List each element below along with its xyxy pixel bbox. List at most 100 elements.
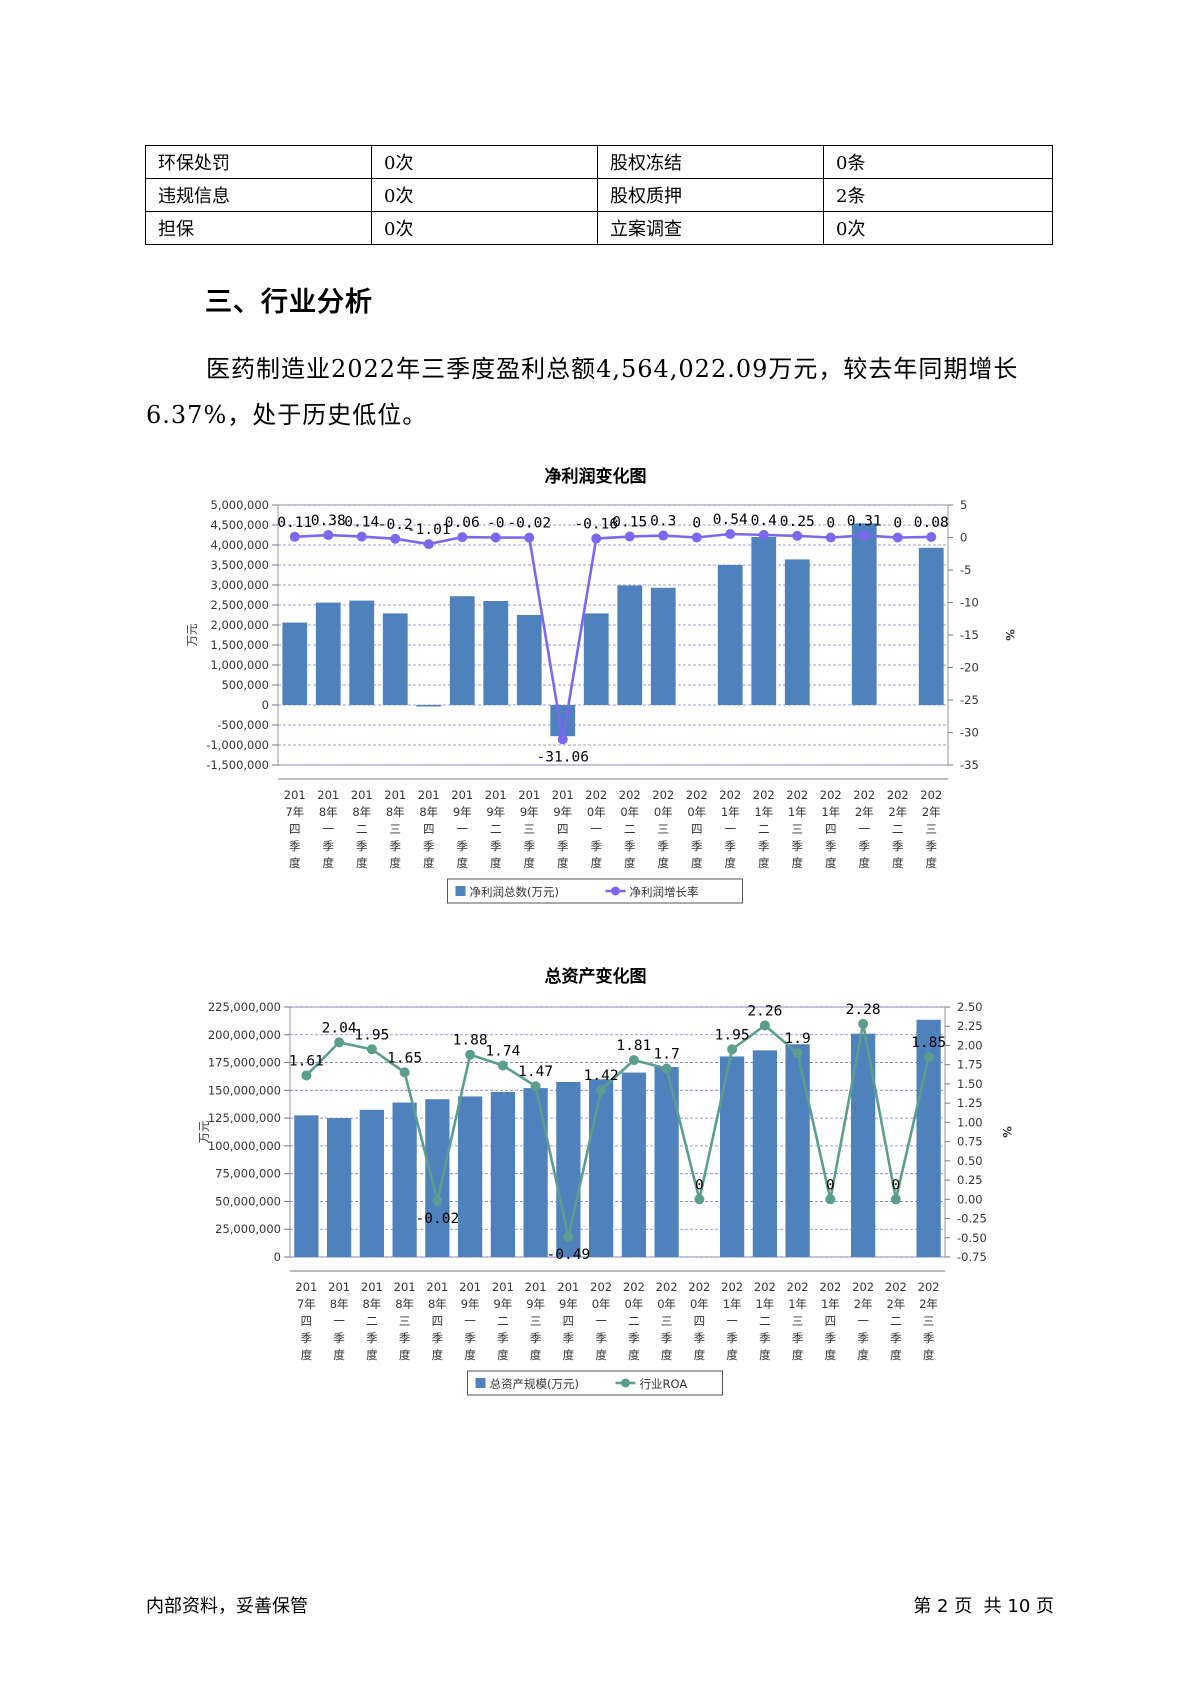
x-tick-label: 季 (524, 839, 536, 853)
bar (556, 1082, 581, 1257)
x-tick-label: 三 (658, 822, 670, 836)
x-tick-label: 201 (552, 788, 574, 802)
x-tick-label: 201 (518, 788, 540, 802)
x-tick-label: 度 (759, 1348, 771, 1362)
x-tick-label: 一 (323, 822, 335, 836)
y-tick-label: -500,000 (217, 718, 269, 732)
x-tick-label: 季 (923, 1331, 935, 1345)
y-axis-title: 万元 (197, 1120, 211, 1143)
x-tick-label: 季 (457, 839, 469, 853)
data-label: 0.11 (277, 515, 312, 531)
line-point (524, 532, 535, 543)
x-tick-label: 一 (591, 822, 603, 836)
data-label: 2.04 (322, 1020, 357, 1036)
x-tick-label: 1年 (821, 805, 840, 819)
bar (621, 1072, 646, 1257)
y-tick-label: 175,000,000 (208, 1056, 281, 1070)
x-tick-label: 202 (652, 788, 674, 802)
data-label: 0.4 (751, 513, 777, 529)
data-label: -0 (487, 516, 504, 532)
x-tick-label: 季 (691, 839, 703, 853)
line-point (323, 530, 334, 541)
x-tick-label: 季 (694, 1331, 706, 1345)
y-tick-label: 25,000,000 (215, 1222, 281, 1236)
x-tick-label: 201 (451, 788, 473, 802)
y2-tick-label: 1.25 (957, 1096, 983, 1110)
x-tick-label: 0年 (587, 805, 606, 819)
data-label: -0.2 (378, 517, 413, 533)
data-label: 1.47 (518, 1064, 553, 1080)
x-tick-label: 三 (926, 822, 938, 836)
x-tick-label: 201 (317, 788, 339, 802)
x-tick-label: 1年 (788, 805, 807, 819)
net-profit-chart: 5,000,000 4,500,000 4,000,000 3,500,000 3,00… (185, 498, 1017, 904)
data-label: 0.08 (914, 515, 949, 531)
bar (483, 601, 509, 705)
x-tick-label: 0年 (690, 1297, 709, 1311)
x-tick-label: 202 (820, 788, 842, 802)
y2-tick-label: -25 (960, 693, 979, 707)
bar (392, 1102, 417, 1257)
table-cell: 环保处罚 (145, 145, 372, 179)
x-tick-label: 2年 (888, 805, 907, 819)
x-tick-label: 度 (423, 856, 435, 870)
x-tick-label: 度 (464, 1348, 476, 1362)
x-tick-label: 度 (530, 1348, 542, 1362)
data-label: -1.01 (407, 522, 451, 538)
x-tick-label: 9年 (493, 1297, 512, 1311)
x-tick-label: 季 (661, 1331, 673, 1345)
x-tick-label: 度 (366, 1348, 378, 1362)
line-point (859, 530, 870, 541)
x-tick-label: 202 (623, 1280, 645, 1294)
line-point (658, 530, 669, 541)
x-tick-label: 度 (457, 856, 469, 870)
line-point (457, 532, 468, 543)
y-tick-label: 4,500,000 (210, 518, 269, 532)
bar (851, 523, 877, 705)
y2-tick-label: 1.50 (957, 1077, 983, 1091)
data-label: 1.95 (354, 1027, 389, 1043)
x-tick-label: 1年 (788, 1297, 807, 1311)
line-point (792, 530, 803, 541)
x-tick-label: 二 (890, 1314, 902, 1328)
x-tick-label: 8年 (330, 1297, 349, 1311)
x-tick-label: 0年 (657, 1297, 676, 1311)
data-label: 0.31 (847, 513, 882, 529)
x-tick-label: 三 (399, 1314, 411, 1328)
legend-bar-label: 总资产规模(万元) (490, 1377, 579, 1391)
x-tick-label: 季 (759, 1331, 771, 1345)
data-label: 1.9 (785, 1031, 811, 1047)
x-tick-label: 201 (361, 1280, 383, 1294)
y-tick-label: 2,500,000 (210, 598, 269, 612)
bar (583, 613, 609, 705)
legend-bar-swatch (455, 886, 466, 896)
x-tick-label: 度 (859, 856, 871, 870)
line-point (624, 531, 635, 542)
x-tick-label: 度 (432, 1348, 444, 1362)
y-tick-label: -1,500,000 (206, 758, 269, 772)
y-tick-label: 100,000,000 (208, 1139, 281, 1153)
section-title: 三、行业分析 (205, 287, 373, 318)
x-tick-label: 季 (423, 839, 435, 853)
x-tick-label: 季 (399, 1331, 411, 1345)
x-tick-label: 202 (852, 1280, 874, 1294)
bar (449, 596, 475, 705)
x-tick-label: 202 (585, 788, 607, 802)
x-tick-label: 2年 (922, 805, 941, 819)
table-cell: 0次 (371, 211, 598, 245)
data-label: -31.06 (537, 749, 589, 765)
x-tick-label: 8年 (395, 1297, 414, 1311)
x-tick-label: 季 (323, 839, 335, 853)
y-tick-label: 4,000,000 (210, 538, 269, 552)
y-tick-label: -1,000,000 (206, 738, 269, 752)
x-tick-label: 202 (920, 788, 942, 802)
x-tick-label: 201 (284, 788, 306, 802)
data-label: 1.7 (654, 1047, 680, 1063)
y2-tick-label: 0.00 (957, 1192, 983, 1206)
bar (315, 602, 341, 705)
x-tick-label: 二 (356, 822, 368, 836)
line-point (366, 1044, 377, 1055)
y-tick-label: 50,000,000 (215, 1194, 281, 1208)
x-tick-label: 202 (719, 788, 741, 802)
line-point (356, 531, 367, 542)
